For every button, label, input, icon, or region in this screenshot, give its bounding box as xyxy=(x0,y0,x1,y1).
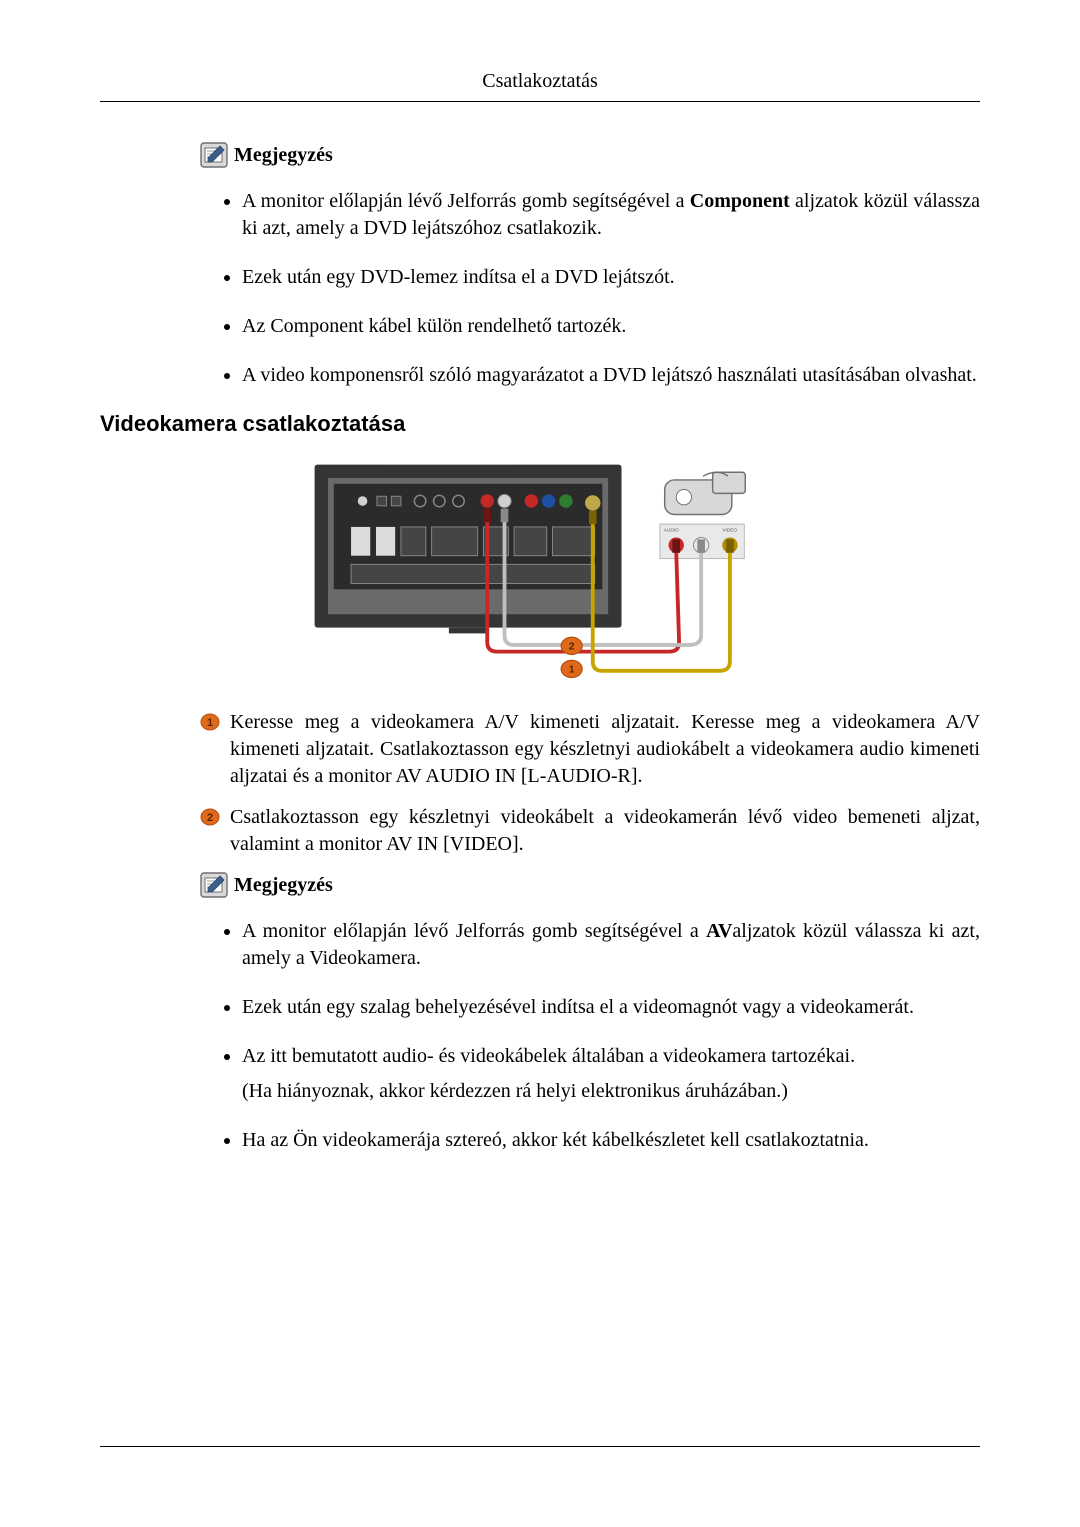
numbered-item-1-text: Keresse meg a videokamera A/V kimeneti a… xyxy=(230,709,980,790)
page: Csatlakoztatás Megjegyzés A monitor elől… xyxy=(0,0,1080,1527)
rule-top xyxy=(100,101,980,102)
svg-text:VIDEO: VIDEO xyxy=(722,528,737,534)
connection-diagram: AUDIO VIDEO 2 xyxy=(305,455,775,685)
svg-text:AUDIO: AUDIO xyxy=(664,528,679,534)
text: A monitor előlapján lévő Jelforrás gomb … xyxy=(242,190,690,212)
list-item: Ha az Ön videokamerája sztereó, akkor ké… xyxy=(242,1127,980,1154)
note-icon xyxy=(200,872,228,898)
bold: AV xyxy=(706,920,732,942)
list-item: A video komponensről szóló magyarázatot … xyxy=(242,362,980,389)
rule-bottom xyxy=(100,1446,980,1447)
note-heading-2: Megjegyzés xyxy=(200,872,980,898)
badge-1-label: 1 xyxy=(569,664,575,676)
badge-2-label: 2 xyxy=(569,641,575,653)
list-item: Az itt bemutatott audio- és videokábelek… xyxy=(242,1043,980,1105)
page-header: Csatlakoztatás xyxy=(100,70,980,93)
badge-2-icon: 2 xyxy=(200,807,220,827)
numbered-list: 1 Keresse meg a videokamera A/V kimeneti… xyxy=(200,709,980,858)
text: Az itt bemutatott audio- és videokábelek… xyxy=(242,1045,855,1067)
list-item-sub: (Ha hiányoznak, akkor kérdezzen rá helyi… xyxy=(242,1078,980,1105)
note-heading-1-text: Megjegyzés xyxy=(234,144,333,167)
list-item: Ezek után egy DVD-lemez indítsa el a DVD… xyxy=(242,264,980,291)
note-block-2: Megjegyzés A monitor előlapján lévő Jelf… xyxy=(200,872,980,1154)
numbered-item-2-text: Csatlakoztasson egy készletnyi videokábe… xyxy=(230,804,980,858)
note-icon xyxy=(200,142,228,168)
numbered-item-1: 1 Keresse meg a videokamera A/V kimeneti… xyxy=(200,709,980,790)
list-item: A monitor előlapján lévő Jelforrás gomb … xyxy=(242,188,980,242)
bold: Component xyxy=(690,190,790,212)
list-item: Ezek után egy szalag behelyezésével indí… xyxy=(242,994,980,1021)
diagram-wrap: AUDIO VIDEO 2 xyxy=(295,445,785,695)
badge-1-icon: 1 xyxy=(200,712,220,732)
svg-text:1: 1 xyxy=(207,717,213,729)
note-list-1: A monitor előlapján lévő Jelforrás gomb … xyxy=(200,188,980,389)
text: A monitor előlapján lévő Jelforrás gomb … xyxy=(242,920,706,942)
list-item: Az Component kábel külön rendelhető tart… xyxy=(242,313,980,340)
note-heading-1: Megjegyzés xyxy=(200,142,980,168)
section-title-camcorder: Videokamera csatlakoztatása xyxy=(100,411,980,437)
note-block-1: Megjegyzés A monitor előlapján lévő Jelf… xyxy=(200,142,980,389)
numbered-item-2: 2 Csatlakoztasson egy készletnyi videoká… xyxy=(200,804,980,858)
note-heading-2-text: Megjegyzés xyxy=(234,874,333,897)
note-list-2: A monitor előlapján lévő Jelforrás gomb … xyxy=(200,918,980,1154)
list-item: A monitor előlapján lévő Jelforrás gomb … xyxy=(242,918,980,972)
svg-text:2: 2 xyxy=(207,812,213,824)
